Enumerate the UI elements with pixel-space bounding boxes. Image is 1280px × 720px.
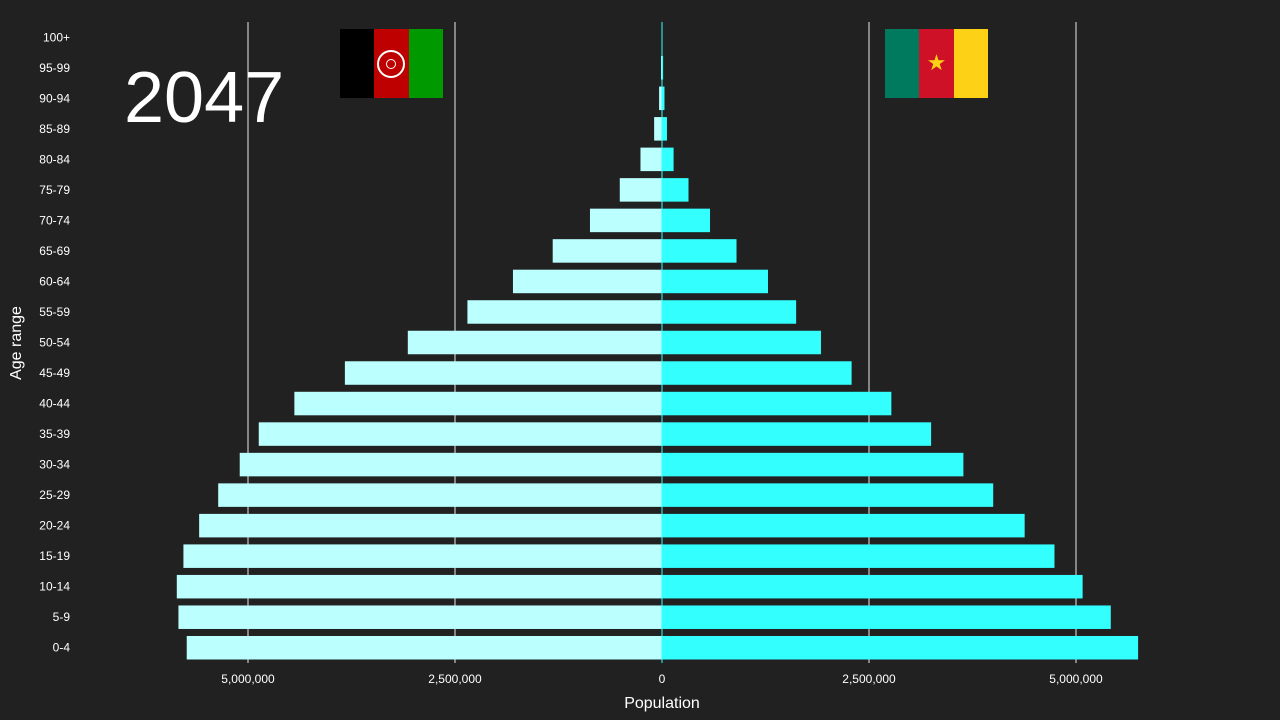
y-tick-label: 55-59 bbox=[39, 305, 70, 319]
x-tick-label: 5,000,000 bbox=[221, 672, 275, 686]
y-tick-label: 80-84 bbox=[39, 152, 70, 166]
y-tick-label: 30-34 bbox=[39, 458, 70, 472]
flag-stripe-yellow bbox=[953, 29, 988, 98]
bar-left-15-19 bbox=[183, 544, 662, 568]
y-tick-label: 50-54 bbox=[39, 336, 70, 350]
bar-right-75-79 bbox=[662, 178, 689, 202]
flag-stripe-red bbox=[374, 29, 409, 98]
y-tick-label: 90-94 bbox=[39, 91, 70, 105]
star-icon: ★ bbox=[926, 50, 947, 76]
bar-left-30-34 bbox=[239, 452, 662, 477]
x-tick-label: 0 bbox=[659, 672, 666, 686]
bar-left-90-94 bbox=[659, 86, 662, 111]
bar-right-10-14 bbox=[662, 574, 1083, 599]
y-tick-label: 100+ bbox=[43, 30, 70, 44]
bar-left-50-54 bbox=[407, 330, 662, 355]
y-tick-label: 0-4 bbox=[53, 641, 71, 655]
bar-right-50-54 bbox=[662, 330, 821, 355]
bar-right-15-19 bbox=[662, 544, 1055, 568]
flag-stripe-green bbox=[885, 29, 920, 98]
afghanistan-emblem-icon bbox=[377, 49, 406, 78]
bar-left-40-44 bbox=[294, 391, 662, 416]
bar-right-60-64 bbox=[662, 269, 768, 294]
bar-right-90-94 bbox=[662, 86, 665, 111]
y-tick-label: 5-9 bbox=[53, 610, 71, 624]
bar-right-40-44 bbox=[662, 391, 892, 416]
bar-left-55-59 bbox=[467, 300, 662, 324]
y-tick-label: 60-64 bbox=[39, 274, 70, 288]
bar-right-55-59 bbox=[662, 300, 797, 324]
x-axis-label: Population bbox=[624, 695, 700, 712]
flag-stripe-black bbox=[340, 29, 375, 98]
y-tick-label: 85-89 bbox=[39, 122, 70, 136]
y-tick-label: 95-99 bbox=[39, 61, 70, 75]
bar-right-45-49 bbox=[662, 361, 852, 385]
bar-left-80-84 bbox=[640, 147, 662, 172]
bar-right-85-89 bbox=[662, 117, 667, 141]
x-tick-label: 5,000,000 bbox=[1049, 672, 1103, 686]
bar-left-0-4 bbox=[186, 635, 662, 660]
y-tick-label: 10-14 bbox=[39, 580, 70, 594]
afghanistan-flag-icon bbox=[340, 29, 443, 98]
x-tick-label: 2,500,000 bbox=[842, 672, 896, 686]
bar-left-35-39 bbox=[258, 422, 662, 446]
bar-left-45-49 bbox=[344, 361, 662, 385]
bar-right-35-39 bbox=[662, 422, 932, 446]
bar-left-25-29 bbox=[218, 483, 662, 507]
bar-right-95-99 bbox=[662, 56, 664, 80]
bar-left-20-24 bbox=[199, 513, 662, 538]
bar-right-5-9 bbox=[662, 605, 1111, 629]
bar-right-25-29 bbox=[662, 483, 994, 507]
bar-left-5-9 bbox=[178, 605, 662, 629]
bar-left-75-79 bbox=[619, 178, 662, 202]
flag-stripe-green bbox=[408, 29, 443, 98]
bar-right-20-24 bbox=[662, 513, 1025, 538]
bar-right-0-4 bbox=[662, 635, 1139, 660]
y-axis-label: Age range bbox=[8, 306, 25, 380]
y-tick-label: 75-79 bbox=[39, 183, 70, 197]
y-tick-label: 20-24 bbox=[39, 519, 70, 533]
bar-left-65-69 bbox=[552, 239, 662, 263]
bar-right-30-34 bbox=[662, 452, 964, 477]
x-tick-label: 2,500,000 bbox=[428, 672, 482, 686]
bar-right-70-74 bbox=[662, 208, 711, 233]
bar-left-85-89 bbox=[654, 117, 662, 141]
bar-right-80-84 bbox=[662, 147, 674, 172]
y-tick-label: 35-39 bbox=[39, 427, 70, 441]
bar-left-10-14 bbox=[176, 574, 663, 599]
bar-right-65-69 bbox=[662, 239, 737, 263]
cameroon-flag-icon: ★ bbox=[885, 29, 988, 98]
y-tick-label: 65-69 bbox=[39, 244, 70, 258]
bar-left-70-74 bbox=[589, 208, 662, 233]
bar-left-60-64 bbox=[512, 269, 662, 294]
y-tick-label: 25-29 bbox=[39, 488, 70, 502]
y-tick-label: 70-74 bbox=[39, 213, 70, 227]
year-label: 2047 bbox=[124, 58, 285, 138]
flag-stripe-red: ★ bbox=[919, 29, 954, 98]
y-tick-label: 15-19 bbox=[39, 549, 70, 563]
y-tick-label: 40-44 bbox=[39, 397, 70, 411]
y-tick-label: 45-49 bbox=[39, 366, 70, 380]
